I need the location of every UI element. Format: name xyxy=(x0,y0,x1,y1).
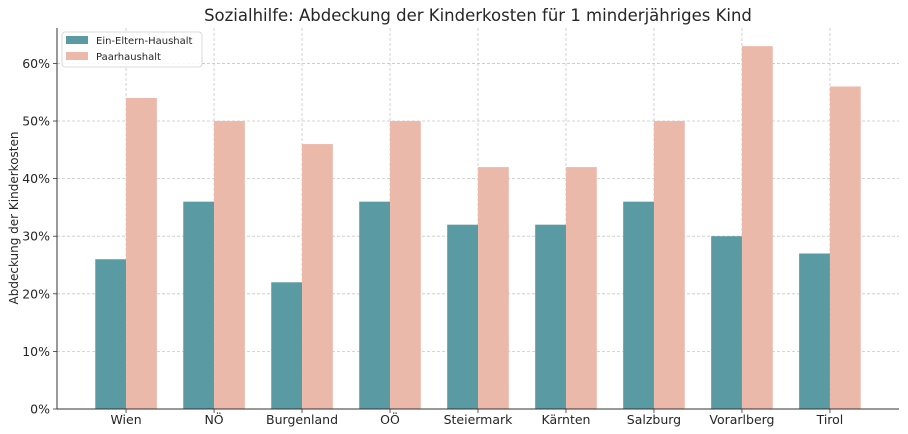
y-tick-label: 30% xyxy=(22,229,50,244)
bar-ein-eltern xyxy=(95,259,127,409)
legend-swatch xyxy=(66,52,88,60)
bar-ein-eltern xyxy=(183,201,215,409)
y-tick-label: 0% xyxy=(30,402,50,417)
legend-box xyxy=(61,31,203,68)
x-tick-label: Burgenland xyxy=(266,412,338,427)
bar-paar xyxy=(741,46,773,410)
bar-ein-eltern xyxy=(623,201,654,409)
bar-paar xyxy=(829,86,861,409)
y-tick-label: 50% xyxy=(22,114,50,129)
bar-ein-eltern xyxy=(447,224,478,409)
y-tick-label: 20% xyxy=(22,286,50,301)
bar-paar xyxy=(565,167,597,409)
x-tick-label: Steiermark xyxy=(444,412,514,427)
axes: 0% 10% 20% 30% 40% 50% 60% Wien NÖ Burgenland OÖ St… xyxy=(22,28,899,427)
bar-ein-eltern xyxy=(271,282,303,409)
y-tick-label: 10% xyxy=(22,344,50,359)
bar-paar xyxy=(390,121,421,410)
x-tick-label: Wien xyxy=(110,412,141,427)
x-tick-label: Vorarlberg xyxy=(709,412,774,427)
chart-title: Sozialhilfe: Abdeckung der Kinderkosten … xyxy=(204,6,752,25)
bar-ein-eltern xyxy=(799,253,830,409)
x-tick-label: Salzburg xyxy=(627,412,681,427)
legend-label: Paarhaushalt xyxy=(96,52,161,63)
bar-paar xyxy=(653,121,685,410)
bar-ein-eltern xyxy=(359,201,391,409)
legend-swatch xyxy=(66,36,88,44)
legend: Ein-Eltern-Haushalt Paarhaushalt xyxy=(61,31,203,68)
y-tick-label: 60% xyxy=(22,56,50,71)
bars xyxy=(95,46,861,410)
bar-paar xyxy=(126,97,157,410)
bar-ein-eltern xyxy=(711,236,742,409)
x-tick-label: Tirol xyxy=(816,412,844,427)
x-tick-label: OÖ xyxy=(380,411,400,427)
bar-ein-eltern xyxy=(535,224,566,409)
bar-paar xyxy=(302,144,333,409)
y-axis-label: Abdeckung der Kinderkosten xyxy=(7,132,21,305)
bar-paar xyxy=(214,121,245,410)
x-tick-label: Kärnten xyxy=(541,412,590,427)
x-tick-label: NÖ xyxy=(204,411,223,427)
legend-label: Ein-Eltern-Haushalt xyxy=(96,36,193,47)
bar-paar xyxy=(478,167,509,409)
y-tick-label: 40% xyxy=(22,171,50,186)
